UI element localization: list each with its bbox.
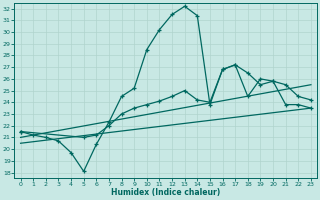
X-axis label: Humidex (Indice chaleur): Humidex (Indice chaleur) <box>111 188 220 197</box>
